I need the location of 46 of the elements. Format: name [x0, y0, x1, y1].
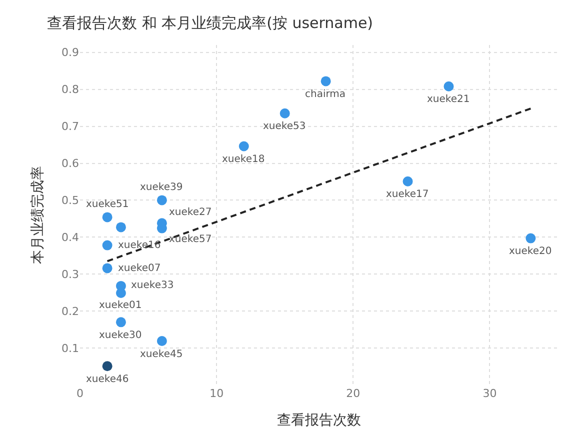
y-tick-label: 0.4: [62, 231, 79, 244]
annotation: xueke18: [222, 154, 265, 165]
annotation: xueke17: [386, 189, 429, 200]
point: [116, 222, 126, 232]
annotation: xueke07: [118, 263, 161, 274]
point: [280, 108, 290, 118]
y-tick-label: 0.8: [62, 83, 79, 96]
annotation: chairma: [305, 89, 346, 100]
point: [102, 361, 112, 372]
point: [156, 336, 167, 346]
annotation: xueke53: [263, 121, 306, 132]
annotation: xueke20: [509, 246, 552, 257]
x-tick-label: 0: [76, 387, 84, 400]
point: [238, 141, 249, 152]
y-tick-label: 0.9: [62, 46, 79, 60]
annotation: xueke45: [140, 349, 183, 360]
chart-title: 查看报告次数 和 本月业绩完成率(按 username): [47, 14, 374, 32]
point: [444, 81, 454, 92]
point: [102, 212, 112, 222]
point: [102, 263, 112, 274]
point: [156, 195, 167, 206]
x-tick-label: 10: [210, 387, 224, 400]
point: [526, 233, 536, 244]
x-tick-label: 20: [346, 387, 360, 400]
y-axis-title: 本月业绩完成率: [30, 166, 46, 264]
x-tick-label: 30: [482, 387, 497, 400]
annotation: xueke46: [86, 374, 129, 385]
point: [116, 317, 126, 328]
y-tick-label: 0.3: [62, 268, 79, 281]
annotation: xueke51: [86, 199, 129, 210]
y-tick-label: 0.7: [62, 120, 79, 134]
x-axis-title: 查看报告次数: [277, 412, 361, 428]
annotation: xueke21: [427, 94, 470, 105]
y-tick-label: 0.2: [62, 304, 79, 318]
y-tick-label: 0.1: [62, 342, 79, 355]
annotation: xueke30: [99, 330, 142, 341]
annotation: xueke33: [131, 280, 174, 291]
point: [102, 240, 112, 250]
annotation: xueke27: [169, 207, 212, 218]
annotation: xueke39: [140, 182, 183, 193]
y-tick-label: 0.6: [62, 157, 79, 170]
annotation: xueke01: [99, 300, 142, 311]
y-tick-label: 0.5: [62, 194, 79, 208]
point: [402, 176, 413, 186]
point: [320, 76, 331, 86]
annotation: xueke57: [169, 234, 212, 245]
